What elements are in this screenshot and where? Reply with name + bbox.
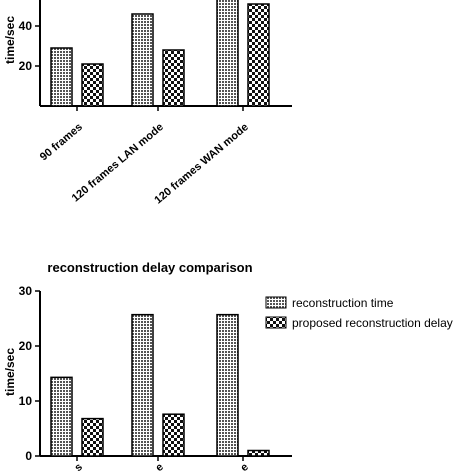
legend-label-reconstruction-time: reconstruction time	[292, 296, 394, 310]
legend: reconstruction time proposed reconstruct…	[265, 296, 453, 330]
legend-swatch-proposed-delay	[265, 316, 287, 329]
chart-bottom-bar-series1-cat2	[131, 313, 154, 457]
chart-bottom-bar-series1-cat1	[50, 376, 73, 457]
chart-bottom-ytick-label: 0	[25, 449, 32, 463]
chart-bottom-bar-series2-cat3	[247, 449, 270, 457]
chart-top-ytick-label: 40	[19, 19, 33, 33]
chart-bottom-bar-series2-cat2	[162, 413, 185, 457]
legend-swatch-reconstruction-time	[265, 296, 287, 309]
chart-bottom-ytick-label: 10	[19, 394, 33, 408]
chart-top-category-label: 120 frames LAN mode	[70, 121, 166, 204]
chart-bottom-bar-series2-cat1	[81, 417, 104, 457]
chart-top-bar-series1-cat3	[216, 0, 239, 107]
chart-bottom-category-label: e	[154, 461, 166, 474]
chart-bottom-ytick-label: 30	[19, 284, 33, 298]
chart-bottom-category-label: e	[239, 461, 251, 474]
chart-top-ylabel: time/sec	[3, 16, 17, 64]
chart-bottom-ylabel: time/sec	[3, 348, 17, 396]
chart-top-category-label: 120 frames WAN mode	[152, 121, 251, 206]
chart-top-bar-series2-cat1	[81, 63, 104, 107]
chart-top-bar-series1-cat1	[50, 47, 73, 107]
chart-top-bar-series1-cat2	[131, 13, 154, 107]
chart-bottom-title: reconstruction delay comparison	[47, 260, 252, 275]
chart-top-bar-series2-cat2	[162, 49, 185, 107]
chart-bottom-category-label: s	[73, 461, 85, 474]
chart-top-bar-series2-cat3	[247, 3, 270, 107]
chart-bottom-ytick-label: 20	[19, 339, 33, 353]
legend-label-proposed-delay: proposed reconstruction delay	[292, 316, 453, 330]
chart-top-category-label: 90 frames	[38, 121, 85, 163]
chart-top-ytick-label: 20	[19, 59, 33, 73]
chart-bottom: reconstruction delay comparison time/sec…	[3, 260, 453, 474]
chart-bottom-bar-series1-cat3	[216, 313, 239, 457]
